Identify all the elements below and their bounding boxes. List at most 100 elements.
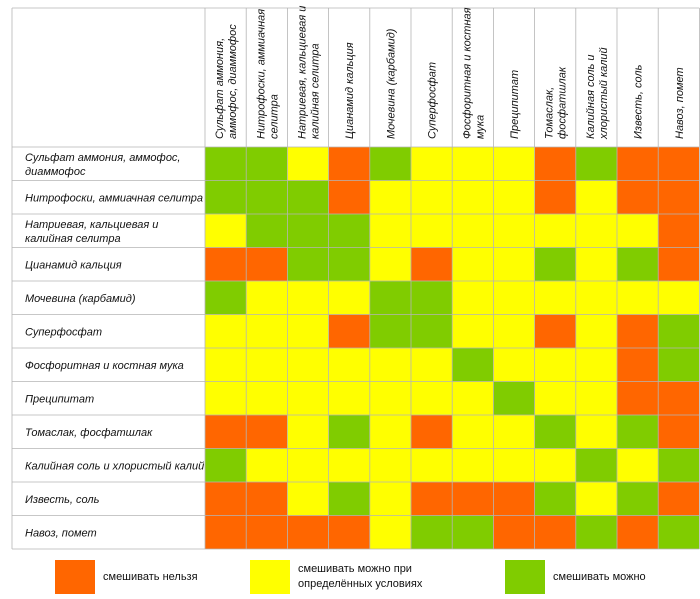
heatmap-cell — [205, 281, 247, 315]
heatmap-cell — [534, 147, 576, 181]
column-label: Фосфоритная и костнаямука — [461, 7, 486, 139]
heatmap-cell — [287, 515, 329, 549]
legend-item-cannot-mix: смешивать нельзя — [55, 560, 198, 594]
heatmap-cell — [369, 247, 411, 281]
heatmap-cell — [205, 180, 247, 214]
heatmap-cell — [369, 180, 411, 214]
legend-item-can-mix: смешивать можно — [505, 560, 646, 594]
heatmap-cell — [369, 314, 411, 348]
heatmap-cell — [246, 281, 288, 315]
heatmap-cell — [411, 281, 453, 315]
legend-label-line: смешивать нельзя — [103, 570, 198, 583]
heatmap-cell — [205, 247, 247, 281]
heatmap-cell — [246, 314, 288, 348]
heatmap-cell — [617, 348, 659, 382]
heatmap-cell — [534, 482, 576, 516]
heatmap-cell — [287, 448, 329, 482]
row-label: Суперфосфат — [25, 326, 102, 338]
row-label: Нитрофоски, аммиачная селитра — [25, 192, 203, 204]
heatmap-cell — [575, 515, 617, 549]
heatmap-cell — [411, 415, 453, 449]
heatmap-cell — [534, 348, 576, 382]
heatmap-cell — [411, 180, 453, 214]
row-label: Преципитат — [25, 393, 94, 405]
heatmap-cell — [452, 415, 494, 449]
row-label: Навоз, помет — [25, 527, 97, 539]
legend-swatch-conditional — [250, 560, 290, 594]
row-label: Калийная соль и хлористый калий — [25, 460, 204, 472]
heatmap-cell — [452, 214, 494, 248]
heatmap-cell — [575, 214, 617, 248]
row-label: Натриевая, кальциевая и калийная селитра — [25, 219, 158, 245]
heatmap-cell — [452, 348, 494, 382]
heatmap-cell — [328, 147, 370, 181]
heatmap-cell — [534, 415, 576, 449]
heatmap-cell — [617, 214, 659, 248]
heatmap-cell — [658, 214, 700, 248]
heatmap-cell — [411, 214, 453, 248]
legend-swatch-can-mix — [505, 560, 545, 594]
heatmap-cell — [575, 281, 617, 315]
heatmap-cell — [493, 348, 535, 382]
heatmap-cell — [658, 281, 700, 315]
heatmap-cell — [658, 314, 700, 348]
row-label: Цианамид кальция — [25, 259, 122, 271]
heatmap-cell — [493, 448, 535, 482]
heatmap-cell — [369, 348, 411, 382]
heatmap-cell — [369, 448, 411, 482]
heatmap-cell — [493, 381, 535, 415]
heatmap-cell — [287, 214, 329, 248]
heatmap-cell — [411, 147, 453, 181]
heatmap-cell — [246, 515, 288, 549]
heatmap-cell — [369, 381, 411, 415]
heatmap-cell — [452, 180, 494, 214]
compatibility-matrix: Сульфат аммония, аммофос, диаммофос Нитроф… — [11, 6, 700, 550]
heatmap-cell — [287, 180, 329, 214]
heatmap-cell — [658, 515, 700, 549]
heatmap-cell — [617, 247, 659, 281]
heatmap-cell — [369, 147, 411, 181]
heatmap-cell — [575, 247, 617, 281]
heatmap-cell — [328, 448, 370, 482]
heatmap-cell — [246, 348, 288, 382]
heatmap-cell — [617, 314, 659, 348]
heatmap-cell — [617, 147, 659, 181]
heatmap-cell — [205, 348, 247, 382]
heatmap-cell — [617, 180, 659, 214]
heatmap-cell — [534, 180, 576, 214]
heatmap-cell — [575, 147, 617, 181]
heatmap-cell — [411, 448, 453, 482]
heatmap-cell — [246, 180, 288, 214]
legend-label-conditional: смешивать можно при определённых условия… — [298, 562, 488, 592]
heatmap-cell — [534, 314, 576, 348]
heatmap-cell — [246, 247, 288, 281]
heatmap-cell — [205, 214, 247, 248]
heatmap-cell — [328, 381, 370, 415]
heatmap-cell — [369, 415, 411, 449]
heatmap-cell — [575, 381, 617, 415]
heatmap-cell — [534, 381, 576, 415]
column-label: Суперфосфат — [427, 62, 439, 139]
heatmap-cell — [369, 515, 411, 549]
heatmap-cell — [493, 214, 535, 248]
heatmap-cell — [205, 482, 247, 516]
heatmap-cell — [328, 515, 370, 549]
heatmap-cell — [658, 247, 700, 281]
heatmap-cell — [328, 281, 370, 315]
legend-item-conditional: смешивать можно при определённых условия… — [250, 560, 488, 594]
heatmap-cell — [411, 314, 453, 348]
row-label: Фосфоритная и костная мука — [25, 360, 184, 372]
heatmap-cell — [575, 314, 617, 348]
heatmap-cell — [328, 415, 370, 449]
heatmap-cell — [287, 348, 329, 382]
heatmap-cell — [328, 180, 370, 214]
heatmap-cell — [452, 281, 494, 315]
heatmap-cell — [658, 180, 700, 214]
row-label: Томаслак, фосфатшлак — [25, 427, 153, 439]
heatmap-cell — [658, 448, 700, 482]
heatmap-cell — [617, 482, 659, 516]
legend-label-cannot-mix: смешивать нельзя — [103, 570, 198, 585]
column-label: Навоз, помет — [674, 67, 686, 139]
heatmap-cell — [658, 381, 700, 415]
heatmap-cell — [246, 147, 288, 181]
